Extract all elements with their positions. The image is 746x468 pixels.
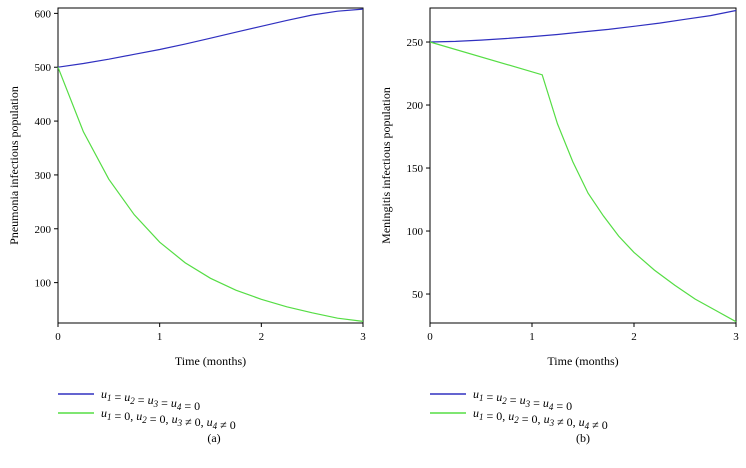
x-tick-label: 0	[55, 331, 61, 343]
series-line-with-control	[57, 66, 364, 322]
x-tick-label: 1	[529, 331, 535, 343]
panel-label: (b)	[576, 431, 590, 445]
y-tick-label: 100	[35, 278, 52, 290]
y-tick-label: 200	[35, 224, 52, 236]
plot-frame	[57, 7, 364, 324]
panel-label: (a)	[207, 431, 220, 445]
legend-label: u1 = 0, u2 = 0, u3 ≠ 0, u4 ≠ 0	[101, 406, 236, 432]
x-tick-label: 2	[259, 331, 265, 343]
series-line-with-control	[429, 41, 737, 323]
y-axis-label: Meningitis infectious population	[379, 87, 393, 244]
x-tick-label: 0	[427, 331, 433, 343]
x-axis-label: Time (months)	[547, 354, 618, 368]
y-axis-label: Pneumonia infectious population	[7, 86, 21, 245]
y-tick-label: 300	[35, 170, 52, 182]
panel-a: 0 1 2 3 100 200 300 400 500 600 Time (months) Pneum…	[7, 7, 366, 445]
plot-frame	[429, 7, 737, 324]
x-tick-label: 2	[631, 331, 637, 343]
y-tick-label: 200	[407, 100, 424, 112]
y-tick-label: 150	[407, 163, 424, 175]
x-tick-label: 3	[360, 331, 366, 343]
legend-label: u1 = u2 = u3 = u4 = 0	[473, 387, 572, 413]
series-line-no-control	[429, 9, 737, 43]
panel-b: 0 1 2 3 50 100 150 200 250 Time (months) Meningiti…	[379, 7, 739, 445]
x-tick-label: 1	[157, 331, 163, 343]
legend-label: u1 = u2 = u3 = u4 = 0	[101, 387, 200, 413]
y-tick-label: 500	[35, 62, 52, 74]
y-tick-label: 400	[35, 116, 52, 128]
y-tick-label: 600	[35, 8, 52, 20]
series-line-no-control	[57, 8, 364, 68]
legend-label: u1 = 0, u2 = 0, u3 ≠ 0, u4 ≠ 0	[473, 406, 608, 432]
y-tick-label: 250	[407, 37, 424, 49]
y-tick-label: 100	[407, 226, 424, 238]
x-axis-label: Time (months)	[175, 354, 246, 368]
y-tick-label: 50	[412, 289, 424, 301]
x-tick-label: 3	[733, 331, 739, 343]
